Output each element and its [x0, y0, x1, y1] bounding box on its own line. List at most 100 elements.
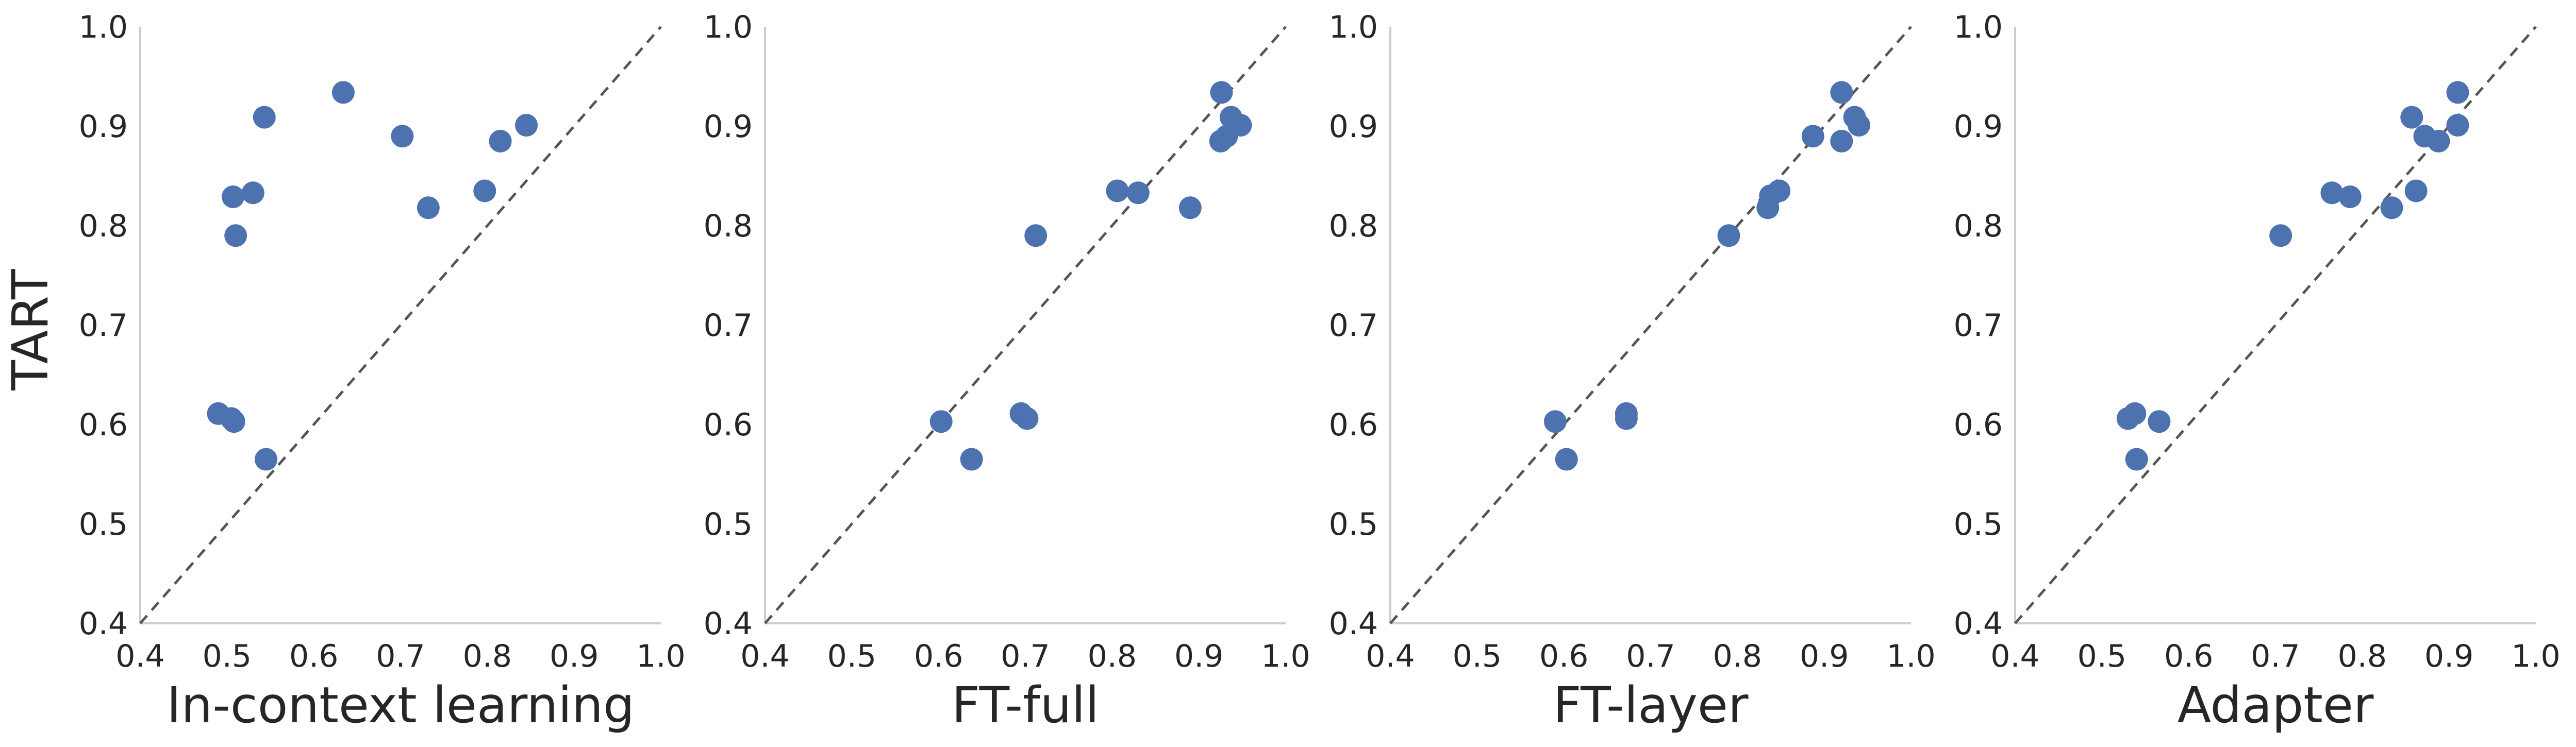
y-tick-label: 0.5 — [1954, 506, 2003, 542]
y-tick-label: 1.0 — [1954, 9, 2003, 45]
x-tick-label: 0.4 — [1990, 638, 2039, 674]
x-tick-label: 0.8 — [2338, 638, 2387, 674]
data-point — [1555, 448, 1578, 471]
x-axis-label: FT-layer — [1553, 676, 1749, 734]
x-tick-label: 1.0 — [1886, 638, 1935, 674]
y-tick-label: 0.4 — [1329, 606, 1378, 642]
x-tick-label: 0.8 — [463, 638, 512, 674]
x-tick-label: 0.9 — [2424, 638, 2473, 674]
data-point — [222, 410, 245, 433]
x-tick-label: 0.6 — [914, 638, 963, 674]
data-point — [331, 81, 355, 104]
diagonal-reference-line — [139, 26, 662, 624]
diagonal-reference-line — [1389, 26, 1912, 624]
data-point — [1830, 129, 1853, 152]
diagonal-reference-line — [764, 26, 1287, 624]
y-tick-label: 1.0 — [704, 9, 753, 45]
x-tick-label: 0.5 — [827, 638, 876, 674]
data-point — [1024, 224, 1048, 247]
x-tick-label: 0.6 — [289, 638, 338, 674]
data-point — [2380, 196, 2403, 219]
data-point — [2404, 179, 2428, 202]
x-tick-label: 0.7 — [376, 638, 425, 674]
x-tick-label: 0.9 — [550, 638, 599, 674]
x-tick-label: 0.4 — [115, 638, 164, 674]
data-point — [241, 181, 264, 205]
data-point — [2400, 106, 2423, 129]
data-point — [1801, 125, 1824, 148]
x-tick-label: 0.8 — [1713, 638, 1762, 674]
y-tick-label: 0.5 — [1329, 506, 1378, 542]
data-point — [2320, 181, 2344, 205]
y-tick-label: 0.9 — [79, 109, 128, 145]
y-tick-label: 0.7 — [1329, 308, 1378, 344]
data-point — [473, 179, 496, 202]
y-tick-label: 0.9 — [1329, 109, 1378, 145]
data-point — [255, 448, 278, 471]
y-tick-label: 0.8 — [704, 208, 753, 244]
y-tick-label: 1.0 — [79, 9, 128, 45]
data-point — [960, 448, 983, 471]
x-tick-label: 0.5 — [203, 638, 252, 674]
x-tick-label: 0.6 — [1539, 638, 1588, 674]
data-point — [2427, 129, 2450, 152]
data-point — [2446, 81, 2469, 104]
x-axis-label: FT-full — [952, 676, 1099, 734]
data-point — [929, 410, 953, 433]
data-point — [2123, 402, 2147, 425]
y-tick-label: 0.6 — [1954, 407, 2003, 443]
data-point — [417, 196, 440, 219]
data-point — [2338, 185, 2362, 209]
y-tick-label: 0.6 — [79, 407, 128, 443]
data-point — [1848, 114, 1870, 137]
x-axis-label: Adapter — [2178, 676, 2374, 734]
x-tick-label: 0.7 — [1001, 638, 1050, 674]
x-axis-label: In-context learning — [167, 676, 635, 734]
data-point — [1830, 81, 1853, 104]
x-tick-label: 0.5 — [2078, 638, 2126, 674]
x-tick-label: 0.6 — [2164, 638, 2213, 674]
data-point — [1229, 114, 1252, 137]
y-tick-label: 0.4 — [704, 606, 753, 642]
x-tick-label: 0.5 — [1453, 638, 1502, 674]
x-tick-label: 1.0 — [2511, 638, 2560, 674]
x-tick-label: 0.8 — [1088, 638, 1137, 674]
y-tick-label: 0.6 — [1329, 407, 1378, 443]
y-tick-label: 0.5 — [79, 506, 128, 542]
data-point — [224, 224, 247, 247]
x-tick-label: 0.9 — [1174, 638, 1223, 674]
y-tick-label: 0.9 — [1954, 109, 2003, 145]
data-point — [2125, 448, 2148, 471]
x-tick-label: 1.0 — [636, 638, 685, 674]
y-tick-label: 0.8 — [79, 208, 128, 244]
x-tick-label: 1.0 — [1261, 638, 1310, 674]
data-point — [222, 185, 245, 209]
y-tick-label: 0.6 — [704, 407, 753, 443]
data-point — [1768, 179, 1791, 202]
y-tick-label: 0.9 — [704, 109, 753, 145]
y-tick-label: 0.4 — [1954, 606, 2003, 642]
panels: 0.4 0.5 0.6 0.7 0.8 0.9 1.0 0.4 0.5 0.6 0.7 0.8 0.9 1… — [79, 9, 2561, 734]
data-point — [1106, 179, 1129, 202]
data-point — [391, 125, 414, 148]
diagonal-reference-line — [2014, 26, 2537, 624]
data-point — [489, 129, 512, 152]
x-tick-label: 0.4 — [740, 638, 789, 674]
data-point — [2269, 224, 2292, 247]
y-tick-label: 0.7 — [704, 308, 753, 344]
y-tick-label: 0.4 — [79, 606, 128, 642]
data-point — [1717, 224, 1740, 247]
x-tick-label: 0.7 — [1626, 638, 1675, 674]
y-tick-label: 0.8 — [1329, 208, 1378, 244]
panel-2: 0.4 0.5 0.6 0.7 0.8 0.9 1.0 0.4 0.5 0.6 0.7 0.8 0.9 1… — [704, 9, 1310, 734]
y-tick-label: 0.8 — [1954, 208, 2003, 244]
y-axis-label: TART — [2, 269, 59, 391]
y-tick-label: 0.7 — [79, 308, 128, 344]
data-point — [515, 114, 538, 137]
x-tick-label: 0.7 — [2251, 638, 2300, 674]
panel-3: 0.4 0.5 0.6 0.7 0.8 0.9 1.0 0.4 0.5 0.6 0.7 0.8 0.9 1… — [1329, 9, 1936, 734]
data-point — [1126, 181, 1150, 205]
data-point — [1543, 410, 1567, 433]
x-tick-label: 0.4 — [1366, 638, 1415, 674]
